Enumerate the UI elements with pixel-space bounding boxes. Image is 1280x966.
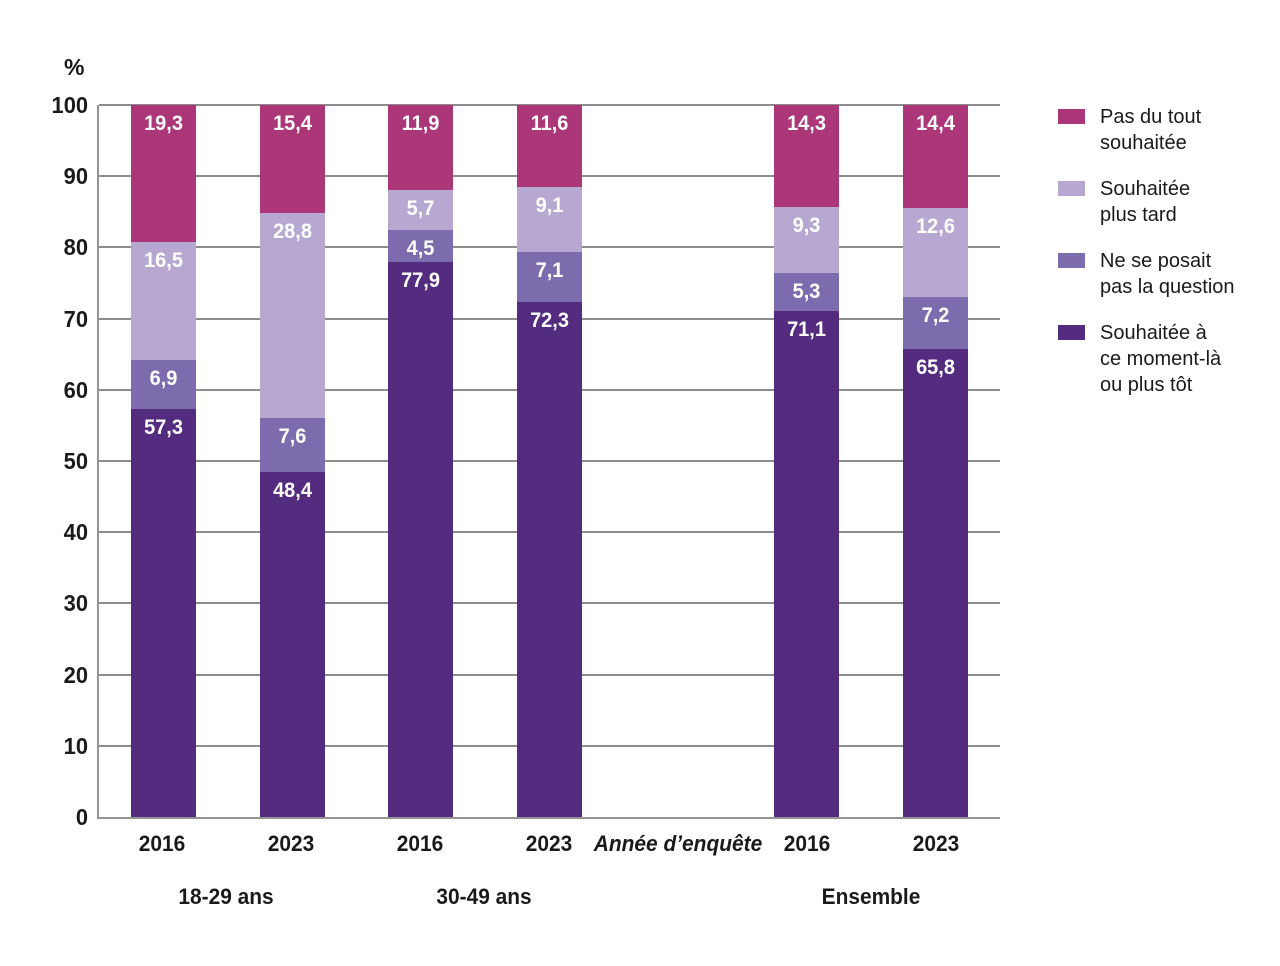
legend-item: Pas du tout souhaitée [1058, 104, 1268, 156]
bar-segment: 7,6 [259, 418, 325, 473]
bar-segment: 72,3 [517, 302, 582, 817]
bar-segment: 7,1 [517, 251, 582, 303]
bar-segment-value: 4,5 [406, 237, 435, 261]
bar-segment: 5,3 [774, 273, 840, 311]
bar-segment-value: 7,2 [921, 304, 950, 328]
bar-segment: 4,5 [388, 230, 454, 263]
bar-segment-value: 9,3 [793, 213, 821, 237]
bar-segment: 71,1 [774, 310, 840, 817]
y-tick-label: 20 [63, 661, 88, 688]
bar-segment-value: 19,3 [143, 112, 183, 136]
bar-segment-value: 6,9 [149, 366, 178, 390]
bar-segment: 15,4 [259, 105, 325, 214]
bar-segment: 16,5 [130, 242, 196, 360]
bar: 72,3 7,1 9,1 11,6 [517, 105, 582, 817]
group-label: Ensemble [821, 884, 921, 909]
x-year-label: 2016 [396, 831, 443, 856]
bar-segment: 7,2 [903, 297, 969, 349]
bar-segment-value: 11,6 [530, 112, 569, 136]
bar-segment-value: 57,3 [143, 416, 183, 440]
bar-segment-value: 7,6 [278, 425, 306, 449]
x-year-label: 2016 [138, 831, 185, 856]
bar-segment: 19,3 [130, 105, 196, 243]
group-label: 18-29 ans [178, 884, 274, 909]
legend-label: Souhaitée plus tard [1100, 178, 1191, 226]
bar-segment: 11,6 [517, 105, 582, 187]
group-label: 30-49 ans [436, 884, 532, 909]
bar-segment-value: 11,9 [401, 112, 440, 136]
legend-swatch [1058, 181, 1085, 196]
legend-label: Ne se posait pas la question [1100, 250, 1235, 298]
bar-segment-value: 65,8 [916, 355, 956, 379]
x-axis-group-labels: 18-29 ans 30-49 ans Ensemble [97, 884, 1000, 910]
bar-segment: 6,9 [130, 359, 196, 410]
y-tick-label: 10 [63, 732, 88, 759]
bar-segment: 9,1 [517, 186, 582, 252]
bar-segment: 9,3 [774, 206, 840, 274]
y-tick-label: 40 [63, 519, 88, 546]
bar: 48,4 7,6 28,8 15,4 [259, 105, 325, 817]
bar-segment-value: 77,9 [401, 269, 441, 293]
bar-segment: 5,7 [388, 189, 454, 231]
bar-segment-value: 16,5 [143, 249, 183, 273]
y-tick-label: 70 [63, 305, 88, 332]
bar-segment-value: 15,4 [272, 112, 312, 136]
bar-segment: 57,3 [130, 409, 196, 817]
bar-segment: 11,9 [388, 105, 454, 190]
y-tick-label: 50 [63, 448, 88, 474]
x-year-label: 2016 [783, 831, 830, 856]
bar-segment-value: 48,4 [272, 479, 312, 503]
bar: 71,1 5,3 9,3 14,3 [774, 105, 840, 817]
x-year-label: 2023 [525, 831, 572, 856]
plot-area: 0 10 20 30 40 50 60 70 80 90 100 57,3 6,9 16,5 19,3 48,… [52, 93, 1000, 829]
bar-segment: 14,4 [903, 105, 969, 208]
bar-segment-value: 9,1 [535, 193, 564, 217]
bar: 57,3 6,9 16,5 19,3 [130, 105, 196, 817]
legend-item: Souhaitée plus tard [1058, 176, 1268, 228]
bar-segment-value: 71,1 [787, 317, 827, 341]
y-tick-label: 100 [51, 92, 88, 118]
bar-segment: 12,6 [903, 207, 969, 298]
bar-segment: 14,3 [774, 105, 840, 207]
legend-swatch [1058, 253, 1085, 268]
y-tick-label: 30 [63, 590, 88, 617]
y-tick-label: 80 [63, 234, 88, 261]
bar: 77,9 4,5 5,7 11,9 [388, 105, 454, 817]
bar-segment-value: 12,6 [916, 214, 956, 238]
x-axis-title: Année d’enquête [593, 831, 762, 856]
y-tick-label: 60 [63, 376, 88, 403]
legend-item: Ne se posait pas la question [1058, 248, 1268, 300]
bar-segment-value: 7,1 [535, 258, 564, 282]
bar-segment: 65,8 [903, 348, 969, 817]
y-axis-unit-label: % [64, 54, 85, 80]
bar-segment-value: 5,3 [793, 280, 821, 304]
legend-swatch [1058, 325, 1085, 340]
legend-swatch [1058, 109, 1085, 124]
y-tick-label: 90 [63, 163, 88, 190]
bar-segment: 77,9 [388, 262, 454, 817]
legend-label: Souhaitée à ce moment-là ou plus tôt [1100, 322, 1222, 396]
bar-segment-value: 72,3 [530, 309, 569, 333]
legend-label: Pas du tout souhaitée [1100, 106, 1202, 154]
legend-item: Souhaitée à ce moment-là ou plus tôt [1058, 320, 1268, 398]
bar-segment: 48,4 [259, 472, 325, 817]
legend: Pas du tout souhaitée Souhaitée plus tard… [1058, 104, 1268, 398]
bar-segment-value: 5,7 [406, 196, 435, 220]
bar: 65,8 7,2 12,6 14,4 [903, 105, 969, 817]
x-year-label: 2023 [267, 831, 314, 856]
bar-segment: 28,8 [259, 213, 325, 419]
bar-segment-value: 14,4 [916, 112, 956, 136]
gridline [99, 104, 1000, 106]
x-year-label: 2023 [912, 831, 959, 856]
y-tick-label: 0 [75, 804, 88, 830]
bar-segment-value: 14,3 [787, 112, 827, 136]
bar-segment-value: 28,8 [272, 220, 312, 244]
x-axis-year-labels: 2016 2023 2016 2023 2016 2023 Année d’enquête [97, 831, 1000, 857]
